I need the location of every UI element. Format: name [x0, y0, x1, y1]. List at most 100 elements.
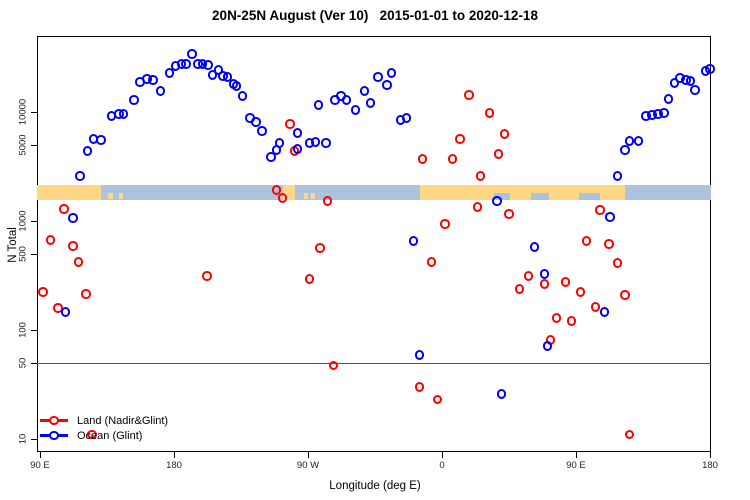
land-data-point: [475, 171, 486, 181]
y-axis-tick: [31, 112, 37, 114]
ocean-data-point: [237, 91, 248, 101]
land-data-point: [523, 271, 534, 281]
ocean-data-point: [129, 95, 139, 105]
land-data-point: [624, 429, 635, 440]
ocean-data-point: [408, 236, 419, 246]
land-data-point: [464, 90, 474, 100]
x-axis-tick-label: 90 E: [566, 460, 586, 471]
map-strip-land-segment: [510, 184, 532, 200]
plot-frame: [37, 36, 711, 452]
ocean-data-point: [207, 70, 218, 80]
land-series-symbol-icon: [40, 415, 68, 426]
land-data-point: [499, 129, 510, 139]
ocean-data-point: [164, 68, 175, 78]
land-data-point: [81, 289, 91, 299]
ocean-data-point: [60, 307, 71, 317]
y-axis-tick-label: 50: [17, 357, 29, 369]
y-axis-tick-label: 500: [17, 245, 29, 262]
ocean-data-point: [231, 81, 242, 91]
land-data-point: [447, 154, 458, 164]
land-data-point: [472, 202, 483, 212]
land-data-point: [604, 239, 614, 249]
x-axis-tick-label: 90 W: [296, 460, 320, 471]
ocean-data-point: [705, 64, 715, 74]
land-data-point: [271, 185, 282, 195]
y-axis-title: N Total: [7, 227, 19, 263]
ocean-series-symbol-icon: [40, 430, 68, 441]
map-strip-island-speck: [303, 193, 308, 200]
ocean-data-point: [529, 242, 540, 252]
x-axis-tick: [576, 452, 578, 458]
ocean-data-point: [382, 80, 392, 90]
ocean-data-point: [313, 100, 324, 110]
land-data-point: [426, 257, 437, 267]
ocean-data-point: [251, 117, 261, 127]
map-strip-island-speck: [310, 193, 316, 200]
ocean-data-point: [203, 60, 213, 70]
y-axis-tick: [31, 144, 37, 147]
map-strip-land-segment: [282, 184, 295, 200]
ocean-data-point: [685, 76, 696, 86]
land-data-point: [38, 287, 48, 297]
land-data-point: [440, 219, 450, 229]
ocean-data-point: [68, 213, 78, 223]
ocean-data-point: [633, 136, 644, 146]
ocean-data-point: [669, 78, 680, 88]
ocean-data-point: [187, 49, 197, 59]
ocean-data-point: [222, 72, 233, 82]
ocean-data-point: [373, 72, 383, 82]
x-axis-tick-label: 180: [166, 460, 182, 471]
land-data-point: [539, 279, 550, 289]
y-axis-tick-label: 100: [17, 322, 29, 338]
ocean-data-point: [96, 135, 106, 145]
legend-label-land: Land (Nadir&Glint): [77, 414, 169, 427]
ocean-data-point: [310, 137, 321, 147]
ocean-data-point: [624, 136, 635, 146]
x-axis-tick: [442, 452, 444, 458]
map-strip-land-segment: [599, 184, 626, 200]
reference-line-50: [37, 362, 711, 365]
ocean-data-point: [82, 146, 93, 156]
land-data-point: [504, 209, 514, 219]
land-data-point: [432, 394, 443, 405]
land-data-point: [590, 302, 601, 312]
y-axis-tick: [31, 221, 37, 223]
y-axis-tick: [31, 362, 37, 365]
ocean-data-point: [690, 85, 700, 95]
ocean-data-point: [350, 105, 361, 115]
map-strip-land-segment: [37, 184, 102, 200]
land-data-point: [417, 154, 428, 164]
ocean-data-point: [292, 144, 303, 154]
x-axis-tick-label: 90 E: [30, 460, 50, 471]
ocean-data-point: [605, 212, 615, 222]
x-axis-tick: [40, 452, 42, 458]
map-strip-island-speck: [118, 193, 124, 200]
land-data-point: [581, 236, 592, 246]
ocean-data-point: [620, 145, 630, 155]
ocean-data-point: [181, 59, 191, 69]
ocean-data-point: [257, 126, 267, 136]
legend-item-land: Land (Nadir&Glint): [40, 413, 168, 428]
legend-item-ocean: Ocean (Glint): [40, 428, 168, 443]
x-axis-title: Longitude (deg E): [329, 480, 421, 492]
x-axis-tick-label: 0: [439, 460, 445, 471]
land-data-point: [277, 193, 288, 203]
ocean-data-point: [663, 94, 674, 104]
land-data-point: [493, 149, 504, 159]
map-strip-island-speck: [108, 193, 113, 200]
ocean-data-point: [542, 341, 553, 351]
ocean-data-point: [321, 138, 331, 148]
map-strip-land-upper-segment: [531, 184, 550, 194]
land-data-point: [484, 108, 495, 118]
land-data-point: [414, 382, 425, 392]
x-axis-tick: [174, 452, 176, 458]
ocean-data-point: [539, 269, 550, 279]
land-data-point: [202, 271, 212, 281]
ocean-data-point: [492, 196, 502, 206]
ocean-data-point: [599, 307, 610, 317]
chart-title: 20N-25N August (Ver 10) 2015-01-01 to 20…: [212, 8, 538, 23]
legend: Land (Nadir&Glint) Ocean (Glint): [40, 413, 168, 443]
land-data-point: [595, 205, 605, 215]
ocean-data-point: [496, 389, 507, 399]
